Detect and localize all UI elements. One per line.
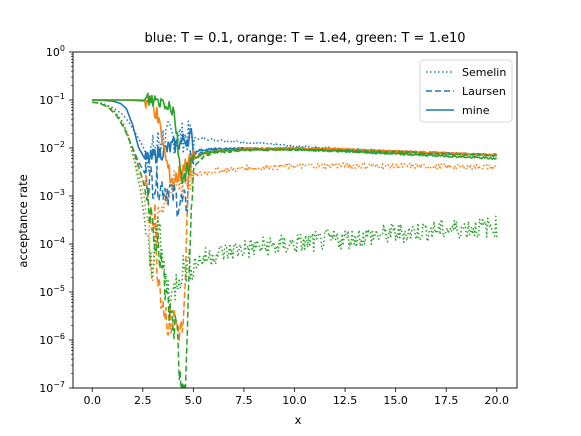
x-tick-label: 0.0 — [83, 394, 101, 407]
y-tick-label: 100 — [46, 44, 65, 59]
x-tick-label: 7.5 — [235, 394, 253, 407]
legend-box — [419, 59, 513, 123]
y-tick-label: 10−4 — [39, 236, 65, 251]
y-tick-label: 10−5 — [39, 284, 65, 299]
plot-frame — [72, 51, 518, 389]
series-orange-solid — [92, 95, 498, 186]
series-green-solid — [92, 92, 497, 185]
legend-label: mine — [462, 104, 490, 117]
x-tick-label: 2.5 — [134, 394, 152, 407]
y-tick-label: 10−6 — [39, 332, 65, 347]
series-layer — [73, 92, 517, 401]
x-tick-label: 20.0 — [485, 394, 510, 407]
legend: Semelin Laursen mine — [419, 59, 513, 123]
y-tick-label: 10−3 — [39, 188, 65, 203]
chart-title: blue: T = 0.1, orange: T = 1.e4, green: … — [144, 31, 465, 46]
y-tick-label: 10−1 — [39, 92, 65, 107]
y-tick-label: 10−2 — [39, 140, 65, 155]
series-green-dashed — [92, 101, 498, 395]
y-axis: 100 10−1 10−2 10−3 10−4 10−5 10−6 10−7 — [39, 44, 73, 395]
legend-label: Laursen — [462, 85, 506, 98]
x-tick-label: 5.0 — [185, 394, 203, 407]
series-orange-dotted — [92, 101, 498, 282]
x-tick-label: 15.0 — [383, 394, 408, 407]
y-tick-label: 10−7 — [39, 380, 65, 395]
legend-label: Semelin — [462, 66, 506, 79]
x-tick-label: 12.5 — [333, 394, 358, 407]
y-axis-label: acceptance rate — [16, 174, 30, 267]
x-tick-label: 17.5 — [434, 394, 459, 407]
x-tick-label: 10.0 — [282, 394, 307, 407]
x-axis: 0.0 2.5 5.0 7.5 10.0 12.5 15.0 17.5 20.0 — [83, 388, 509, 407]
x-axis-label: x — [295, 413, 302, 427]
plot-clip-mask — [73, 388, 517, 401]
series-green-dotted — [92, 101, 498, 310]
